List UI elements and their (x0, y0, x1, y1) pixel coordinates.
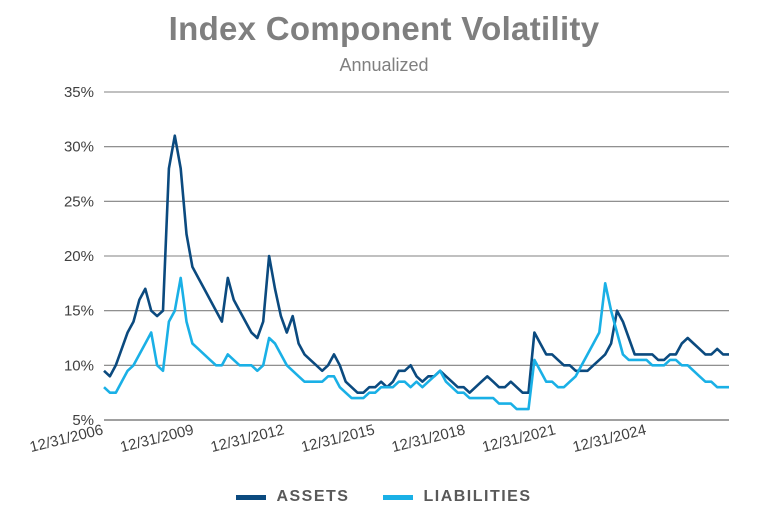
y-tick-label: 10% (64, 357, 94, 374)
x-tick-label: 12/31/2021 (481, 421, 558, 456)
series-line-assets (103, 134, 729, 395)
legend-label-liabilities: LIABILITIES (423, 488, 532, 505)
line-chart: 5% 10% 15% 20% 25% 30% 35% 12/31/2006 12/31/2009… (28, 84, 729, 456)
legend-swatch-liabilities (383, 494, 414, 500)
legend: ASSETS LIABILITIES (0, 488, 768, 506)
legend-swatch-assets (236, 494, 267, 500)
legend-item-assets: ASSETS (236, 488, 349, 506)
x-tick-label: 12/31/2018 (390, 421, 467, 456)
y-tick-label: 25% (64, 193, 94, 210)
x-tick-label: 12/31/2015 (300, 421, 377, 456)
y-tick-label: 30% (64, 139, 94, 156)
y-tick-label: 15% (64, 303, 94, 320)
x-tick-label: 12/31/2009 (119, 421, 196, 456)
x-tick-label: 12/31/2006 (28, 421, 105, 456)
y-tick-label: 5% (72, 412, 94, 429)
y-tick-label: 20% (64, 248, 94, 265)
chart-title: Index Component Volatility (168, 10, 600, 47)
chart-subtitle: Annualized (339, 55, 429, 75)
legend-item-liabilities: LIABILITIES (383, 488, 531, 506)
x-tick-label: 12/31/2024 (571, 421, 648, 456)
x-tick-label: 12/31/2012 (209, 421, 286, 456)
legend-label-assets: ASSETS (276, 488, 350, 505)
series-line-liabilities (103, 276, 729, 411)
y-tick-label: 35% (64, 84, 94, 101)
